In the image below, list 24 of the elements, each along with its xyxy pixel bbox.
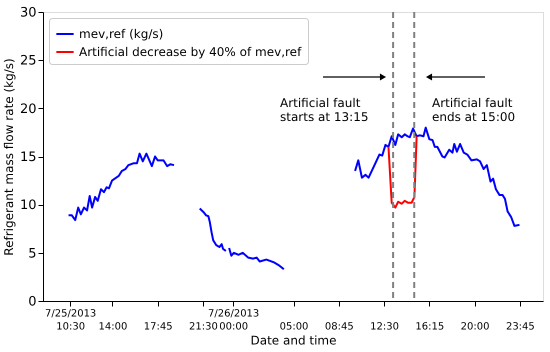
x-tick-label: 16:15 [415, 322, 444, 332]
y-tick-label: 5 [28, 246, 36, 262]
annotation: Artificial fault starts at 13:15 [280, 96, 368, 124]
y-tick-label: 10 [20, 198, 36, 214]
x-tick-label: 12:30 [370, 322, 399, 332]
x-tick-label: 20:00 [460, 322, 490, 332]
x-tick-label: 05:00 [280, 322, 308, 332]
legend-label: mev,ref (kg/s) [79, 27, 164, 41]
y-tick-label: 20 [20, 102, 36, 117]
x-tick-label: 14:00 [98, 322, 128, 332]
line-series [387, 135, 418, 209]
x-tick-label: 23:45 [506, 322, 535, 332]
legend-label: Artificial decrease by 40% of mev,ref [79, 45, 302, 59]
y-tick-label: 15 [20, 150, 36, 165]
x-tick-label: 21:30 [189, 322, 218, 332]
x-axis-title: Date and time [250, 334, 336, 348]
y-axis-title: Refrigerant mass flow rate (kg/s) [2, 58, 16, 256]
x-tick-label: 17:45 [144, 322, 173, 332]
y-tick-label: 25 [20, 54, 36, 69]
y-tick-label: 0 [28, 294, 36, 310]
x-tick-label: 08:45 [324, 322, 354, 332]
annotation: Artificial fault ends at 15:00 [432, 96, 516, 124]
x-tick-label: 7/25/2013 10:30 [45, 308, 96, 332]
y-tick-label: 30 [20, 6, 36, 20]
